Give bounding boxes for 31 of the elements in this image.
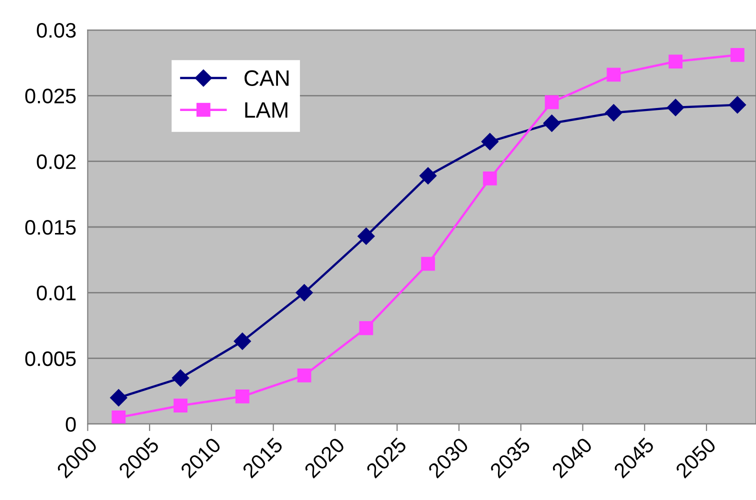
point [605,104,622,122]
point [110,389,128,406]
y-tick-label: 0.01 [36,286,76,300]
point [296,284,313,302]
y-tick-label: 0.03 [36,23,76,38]
point [112,410,126,424]
y-tick-label: 0.005 [25,351,76,366]
point [419,167,437,184]
y-tick-label: 0 [66,417,76,432]
point [172,369,190,387]
y-tick-label: 0.015 [25,220,76,235]
point [234,332,251,350]
point [606,68,621,82]
point [421,256,435,271]
point [667,98,684,116]
point [174,398,188,413]
point [297,368,312,382]
point [482,171,497,186]
point [235,389,250,404]
point [543,114,560,132]
point [544,95,559,110]
point [359,321,374,336]
point [730,48,744,62]
point [358,228,375,245]
y-tick-label: 0.02 [36,154,76,170]
legend-label: LAM [245,102,288,118]
point [728,96,746,114]
point [668,54,682,68]
y-tick-label: 0.025 [25,88,76,104]
legend-label: CAN [244,70,289,86]
point [481,133,498,150]
